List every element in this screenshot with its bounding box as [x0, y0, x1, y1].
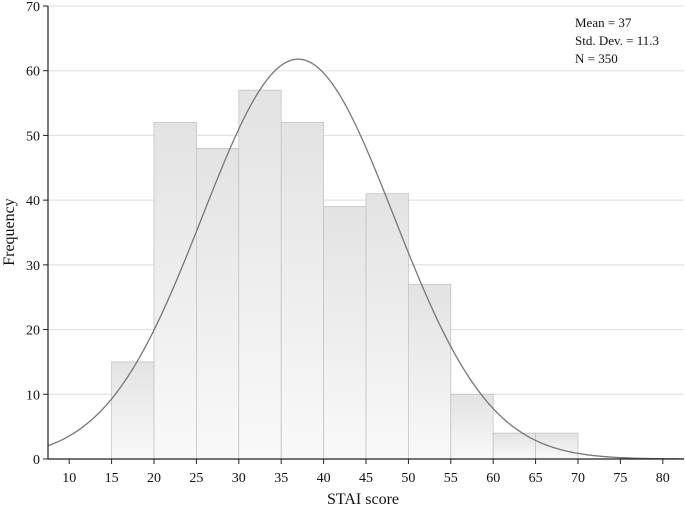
y-tick-label: 40	[26, 194, 40, 209]
x-tick-label: 60	[486, 471, 500, 486]
stats-std-dev: Std. Dev. = 11.3	[575, 33, 659, 48]
stats-box: Mean = 37 Std. Dev. = 11.3 N = 350	[575, 15, 659, 66]
histogram-bar	[238, 89, 282, 460]
histogram-bar	[535, 432, 579, 460]
x-tick-label: 20	[147, 471, 161, 486]
normal-distribution-curve	[47, 58, 685, 460]
x-tick-label: 15	[105, 471, 119, 486]
x-tick-label: 30	[232, 471, 246, 486]
stats-mean: Mean = 37	[575, 15, 632, 30]
y-tick-label: 70	[26, 0, 40, 15]
x-tick-label: 75	[613, 471, 627, 486]
histogram-bar	[280, 122, 325, 460]
x-tick-label: 25	[189, 471, 203, 486]
y-axis-ticks: 0 10 20 30 40 50 60 70	[26, 0, 48, 468]
x-axis-label: STAI score	[327, 491, 399, 508]
x-tick-label: 55	[444, 471, 458, 486]
x-tick-label: 35	[274, 471, 288, 486]
histogram-bar	[153, 122, 197, 460]
x-tick-label: 40	[317, 471, 331, 486]
x-tick-label: 50	[401, 471, 415, 486]
x-tick-label: 65	[529, 471, 543, 486]
y-tick-label: 10	[26, 388, 40, 403]
y-tick-label: 50	[26, 129, 40, 144]
x-tick-label: 45	[359, 471, 373, 486]
y-tick-label: 20	[26, 324, 40, 339]
histogram-bar	[111, 361, 155, 460]
x-tick-label: 10	[62, 471, 76, 486]
x-tick-label: 80	[656, 471, 670, 486]
histogram-bar	[365, 193, 409, 460]
y-tick-label: 0	[33, 453, 40, 468]
histogram-bars	[111, 89, 579, 460]
y-axis-label: Frequency	[1, 198, 18, 266]
histogram-bar	[450, 393, 494, 460]
x-axis-ticks: 10 15 20 25 30 35 40 45 50 55 60 65 70 75 80	[62, 459, 670, 486]
x-tick-label: 70	[571, 471, 585, 486]
histogram-bar	[195, 147, 240, 460]
stats-n: N = 350	[575, 51, 618, 66]
y-tick-label: 60	[26, 65, 40, 80]
histogram-bar	[323, 206, 367, 460]
y-tick-label: 30	[26, 259, 40, 274]
histogram-bar	[407, 283, 452, 460]
